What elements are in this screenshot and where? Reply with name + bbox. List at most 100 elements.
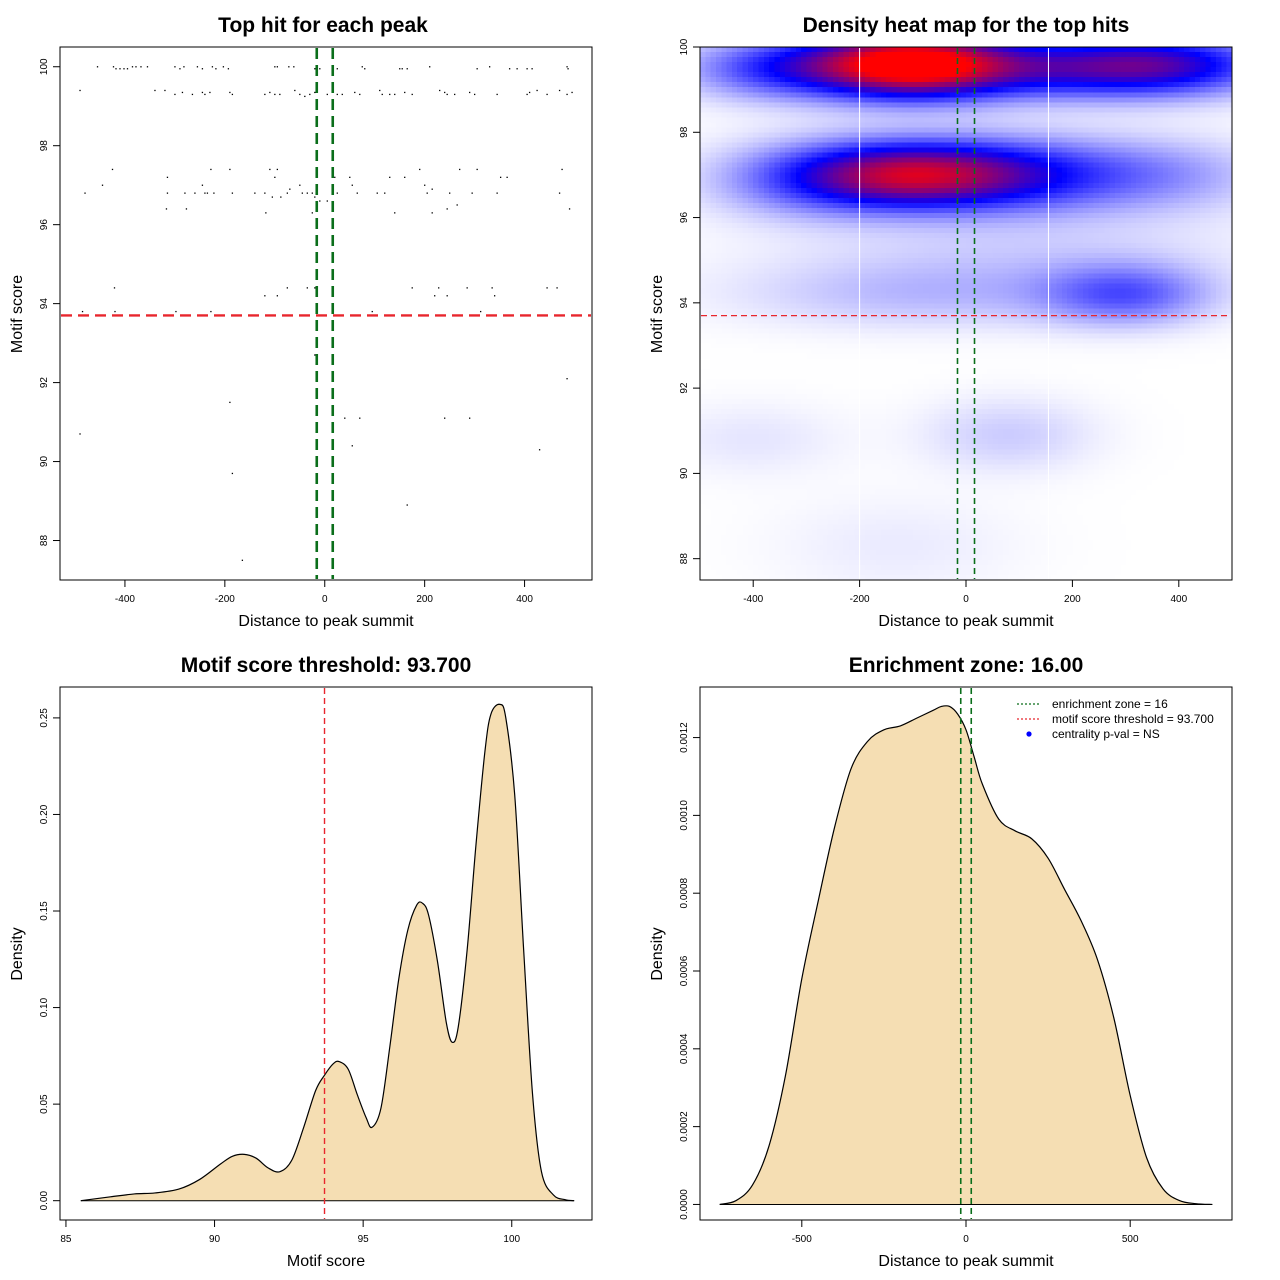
heatmap-cell xyxy=(1077,47,1084,53)
heatmap-cell xyxy=(801,92,807,98)
heatmap-cell xyxy=(843,197,850,204)
heatmap-cell xyxy=(763,92,770,98)
heatmap-cell xyxy=(966,107,972,113)
heatmap-cell xyxy=(896,52,903,58)
heatmap-cell xyxy=(1114,177,1121,184)
heatmap-cell xyxy=(1136,72,1143,78)
heatmap-cell xyxy=(992,217,999,224)
heatmap-cell xyxy=(838,67,845,73)
heatmap-cell xyxy=(790,82,797,88)
heatmap-cell xyxy=(1141,127,1148,134)
heatmap-cell xyxy=(896,82,903,88)
heatmap-cell xyxy=(976,162,983,169)
heatmap-cell xyxy=(779,192,786,199)
heatmap-cell xyxy=(912,72,919,78)
heatmap-cell xyxy=(1056,57,1063,63)
heatmap-cell xyxy=(1109,152,1116,159)
heatmap-cell xyxy=(1104,268,1111,274)
heatmap-cell xyxy=(944,62,951,68)
heatmap-cell xyxy=(715,222,722,229)
heatmap-cell xyxy=(944,117,951,124)
heatmap-cell xyxy=(1200,182,1206,189)
heatmap-cell xyxy=(1114,187,1121,194)
heatmap-cell xyxy=(864,263,871,269)
heatmap-cell xyxy=(817,253,823,259)
heatmap-cell xyxy=(1040,97,1047,103)
data-point xyxy=(265,212,267,214)
heatmap-cell xyxy=(731,192,738,199)
heatmap-cell xyxy=(1157,253,1164,259)
heatmap-cell xyxy=(902,187,909,194)
heatmap-cell xyxy=(1008,102,1015,108)
heatmap-cell xyxy=(1061,127,1068,134)
heatmap-cell xyxy=(875,202,882,209)
heatmap-cell xyxy=(1120,77,1127,83)
heatmap-cell xyxy=(1088,187,1095,194)
heatmap-cell xyxy=(1194,207,1201,214)
heatmap-cell xyxy=(817,172,823,179)
heatmap-cell xyxy=(912,112,919,118)
heatmap-cell xyxy=(981,157,988,164)
heatmap-cell xyxy=(1008,238,1015,244)
heatmap-cell xyxy=(848,97,855,103)
heatmap-cell xyxy=(790,187,797,194)
heatmap-cell xyxy=(838,112,845,118)
heatmap-cell xyxy=(1130,222,1137,229)
heatmap-cell xyxy=(763,278,770,284)
heatmap-cell xyxy=(801,283,807,289)
heatmap-cell xyxy=(1088,67,1095,73)
heatmap-cell xyxy=(1216,268,1222,274)
heatmap-cell xyxy=(1061,132,1068,139)
heatmap-cell xyxy=(1141,122,1148,129)
heatmap-cell xyxy=(1056,182,1063,189)
heatmap-cell xyxy=(753,273,760,279)
heatmap-cell xyxy=(848,82,855,88)
heatmap-cell xyxy=(997,197,1004,204)
heatmap-cell xyxy=(1114,162,1121,169)
heatmap-cell xyxy=(1099,177,1105,184)
heatmap-cell xyxy=(960,238,967,244)
heatmap-cell xyxy=(854,283,861,289)
heatmap-cell xyxy=(811,152,818,159)
heatmap-cell xyxy=(726,57,733,63)
heatmap-cell xyxy=(1008,82,1015,88)
heatmap-cell xyxy=(838,157,845,164)
heatmap-cell xyxy=(1157,222,1164,229)
heatmap-cell xyxy=(928,152,935,159)
heatmap-cell xyxy=(997,82,1004,88)
heatmap-cell xyxy=(934,217,940,224)
heatmap-cell xyxy=(848,238,855,244)
heatmap-cell xyxy=(1003,87,1010,93)
heatmap-cell xyxy=(1130,132,1137,139)
heatmap-cell xyxy=(1152,197,1159,204)
heatmap-cell xyxy=(1136,202,1143,209)
heatmap-cell xyxy=(1104,102,1111,108)
heatmap-cell xyxy=(1003,112,1010,118)
heatmap-cell xyxy=(896,47,903,53)
heatmap-cell xyxy=(870,182,877,189)
heatmap-cell xyxy=(785,97,792,103)
heatmap-cell xyxy=(785,278,792,284)
heatmap-cell xyxy=(811,92,818,98)
heatmap-cell xyxy=(912,52,919,58)
heatmap-cell xyxy=(1130,182,1137,189)
heatmap-cell xyxy=(827,187,834,194)
heatmap-cell xyxy=(1157,182,1164,189)
heatmap-cell xyxy=(1157,197,1164,204)
data-point xyxy=(174,93,176,96)
heatmap-cell xyxy=(833,222,839,229)
heatmap-cell xyxy=(976,202,983,209)
heatmap-cell xyxy=(1072,132,1079,139)
heatmap-cell xyxy=(1152,253,1159,259)
heatmap-cell xyxy=(779,228,786,234)
heatmap-cell xyxy=(1178,207,1185,214)
heatmap-cell xyxy=(790,92,797,98)
heatmap-cell xyxy=(747,132,754,139)
heatmap-cell xyxy=(907,202,914,209)
heatmap-cell xyxy=(870,167,877,174)
heatmap-cell xyxy=(795,263,802,269)
heatmap-cell xyxy=(944,192,951,199)
data-point xyxy=(299,93,301,96)
heatmap-cell xyxy=(838,243,845,249)
heatmap-cell xyxy=(779,52,786,58)
